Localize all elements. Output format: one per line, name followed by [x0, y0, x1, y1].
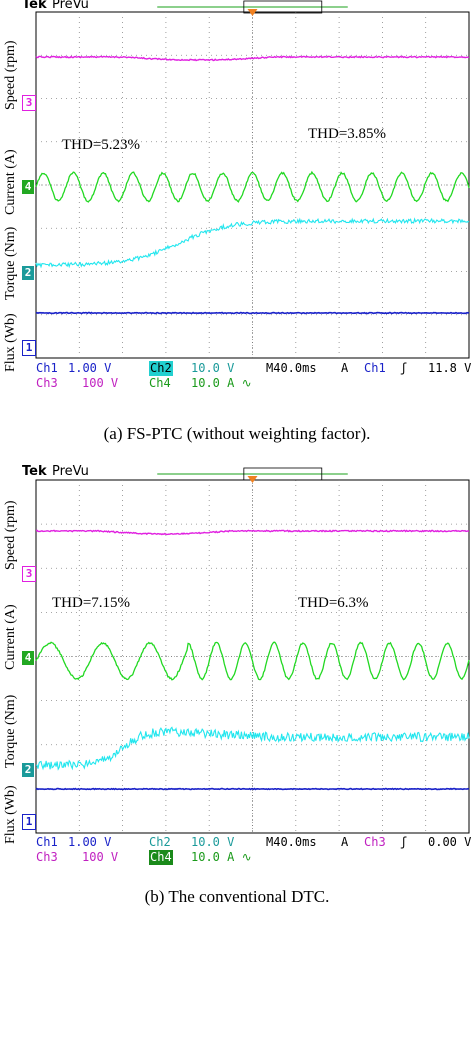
status-timebase: M40.0ms [266, 835, 317, 849]
status-trigger-channel: Ch3 [364, 835, 386, 849]
current-trace [35, 170, 470, 203]
thd-right-label: THD=6.3% [298, 595, 369, 611]
status-ch3-value: 100 V [82, 376, 119, 390]
status-trigger-mode: A [341, 361, 349, 375]
status-ch2: Ch2 [149, 835, 171, 849]
status-ch1: Ch1 [36, 361, 58, 375]
flux-trace [35, 311, 470, 315]
record-window [243, 467, 323, 481]
channel-marker-3: 3 [22, 95, 36, 111]
status-trigger-channel: Ch1 [364, 361, 386, 375]
axis-label-torque: Torque (Nm) [3, 694, 18, 768]
status-ch3: Ch3 [36, 850, 58, 864]
trigger-position-icon [247, 476, 258, 483]
status-ch2-value: 10.0 V [191, 361, 235, 375]
status-ch1-value: 1.00 V [68, 361, 112, 375]
thd-left-label: THD=5.23% [62, 137, 141, 153]
status-ch2-value: 10.0 V [191, 835, 235, 849]
status-timebase: M40.0ms [266, 361, 317, 375]
oscilloscope-screen [35, 0, 470, 359]
status-bar: Ch1 1.00 V Ch2 10.0 V M40.0ms A Ch3 ʃ 0.… [36, 835, 472, 867]
status-ch3-value: 100 V [82, 850, 119, 864]
scope-panel-a: Tek PreVu Speed (rpm) Current (A) Torque… [0, 0, 474, 450]
status-trigger-mode: A [341, 835, 349, 849]
status-ch4-value: 10.0 A ∿ [191, 376, 252, 390]
status-trigger-level: 11.8 V [428, 361, 472, 375]
status-ch2: Ch2 [149, 361, 173, 376]
channel-marker-4: 4 [22, 651, 34, 665]
trigger-slope-icon: ʃ [400, 361, 408, 375]
status-ch4-value: 10.0 A ∿ [191, 850, 252, 864]
channel-marker-4: 4 [22, 180, 34, 194]
trigger-slope-icon: ʃ [400, 835, 408, 849]
speed-trace [35, 55, 470, 62]
record-window [243, 0, 323, 14]
status-ch1-value: 1.00 V [68, 835, 112, 849]
channel-marker-2: 2 [22, 266, 34, 280]
channel-marker-2: 2 [22, 763, 34, 777]
figure-caption-b: (b) The conventional DTC. [144, 887, 330, 906]
axis-label-flux: Flux (Wb) [3, 785, 18, 844]
trigger-position-icon [247, 9, 258, 16]
mode-label: PreVu [52, 0, 89, 12]
torque-trace [36, 726, 470, 771]
axis-label-flux: Flux (Wb) [3, 313, 18, 372]
status-bar: Ch1 1.00 V Ch2 10.0 V M40.0ms A Ch1 ʃ 11… [36, 361, 472, 393]
status-ch4: Ch4 [149, 376, 171, 390]
current-trace [35, 641, 470, 681]
scope-panel-b: Tek PreVu Speed (rpm) Current (A) Torque… [0, 462, 474, 913]
oscilloscope-screen [35, 467, 470, 834]
mode-label: PreVu [52, 464, 89, 479]
channel-marker-3: 3 [22, 566, 36, 582]
speed-trace [35, 529, 470, 536]
thd-left-label: THD=7.15% [52, 595, 131, 611]
torque-trace [35, 217, 470, 269]
status-trigger-level: 0.00 V [428, 835, 472, 849]
brand-label: Tek [22, 464, 47, 479]
axis-label-current: Current (A) [3, 149, 18, 215]
status-ch4: Ch4 [149, 850, 173, 865]
axis-label-speed: Speed (rpm) [3, 500, 18, 570]
channel-marker-1: 1 [22, 814, 36, 830]
status-ch3: Ch3 [36, 376, 58, 390]
figure-caption-a: (a) FS-PTC (without weighting factor). [103, 424, 371, 443]
status-ch1: Ch1 [36, 835, 58, 849]
axis-label-torque: Torque (Nm) [3, 226, 18, 300]
flux-trace [35, 787, 470, 791]
axis-label-speed: Speed (rpm) [3, 40, 18, 110]
brand-label: Tek [22, 0, 47, 12]
channel-marker-1: 1 [22, 340, 36, 356]
axis-label-current: Current (A) [3, 604, 18, 670]
thd-right-label: THD=3.85% [308, 126, 387, 142]
